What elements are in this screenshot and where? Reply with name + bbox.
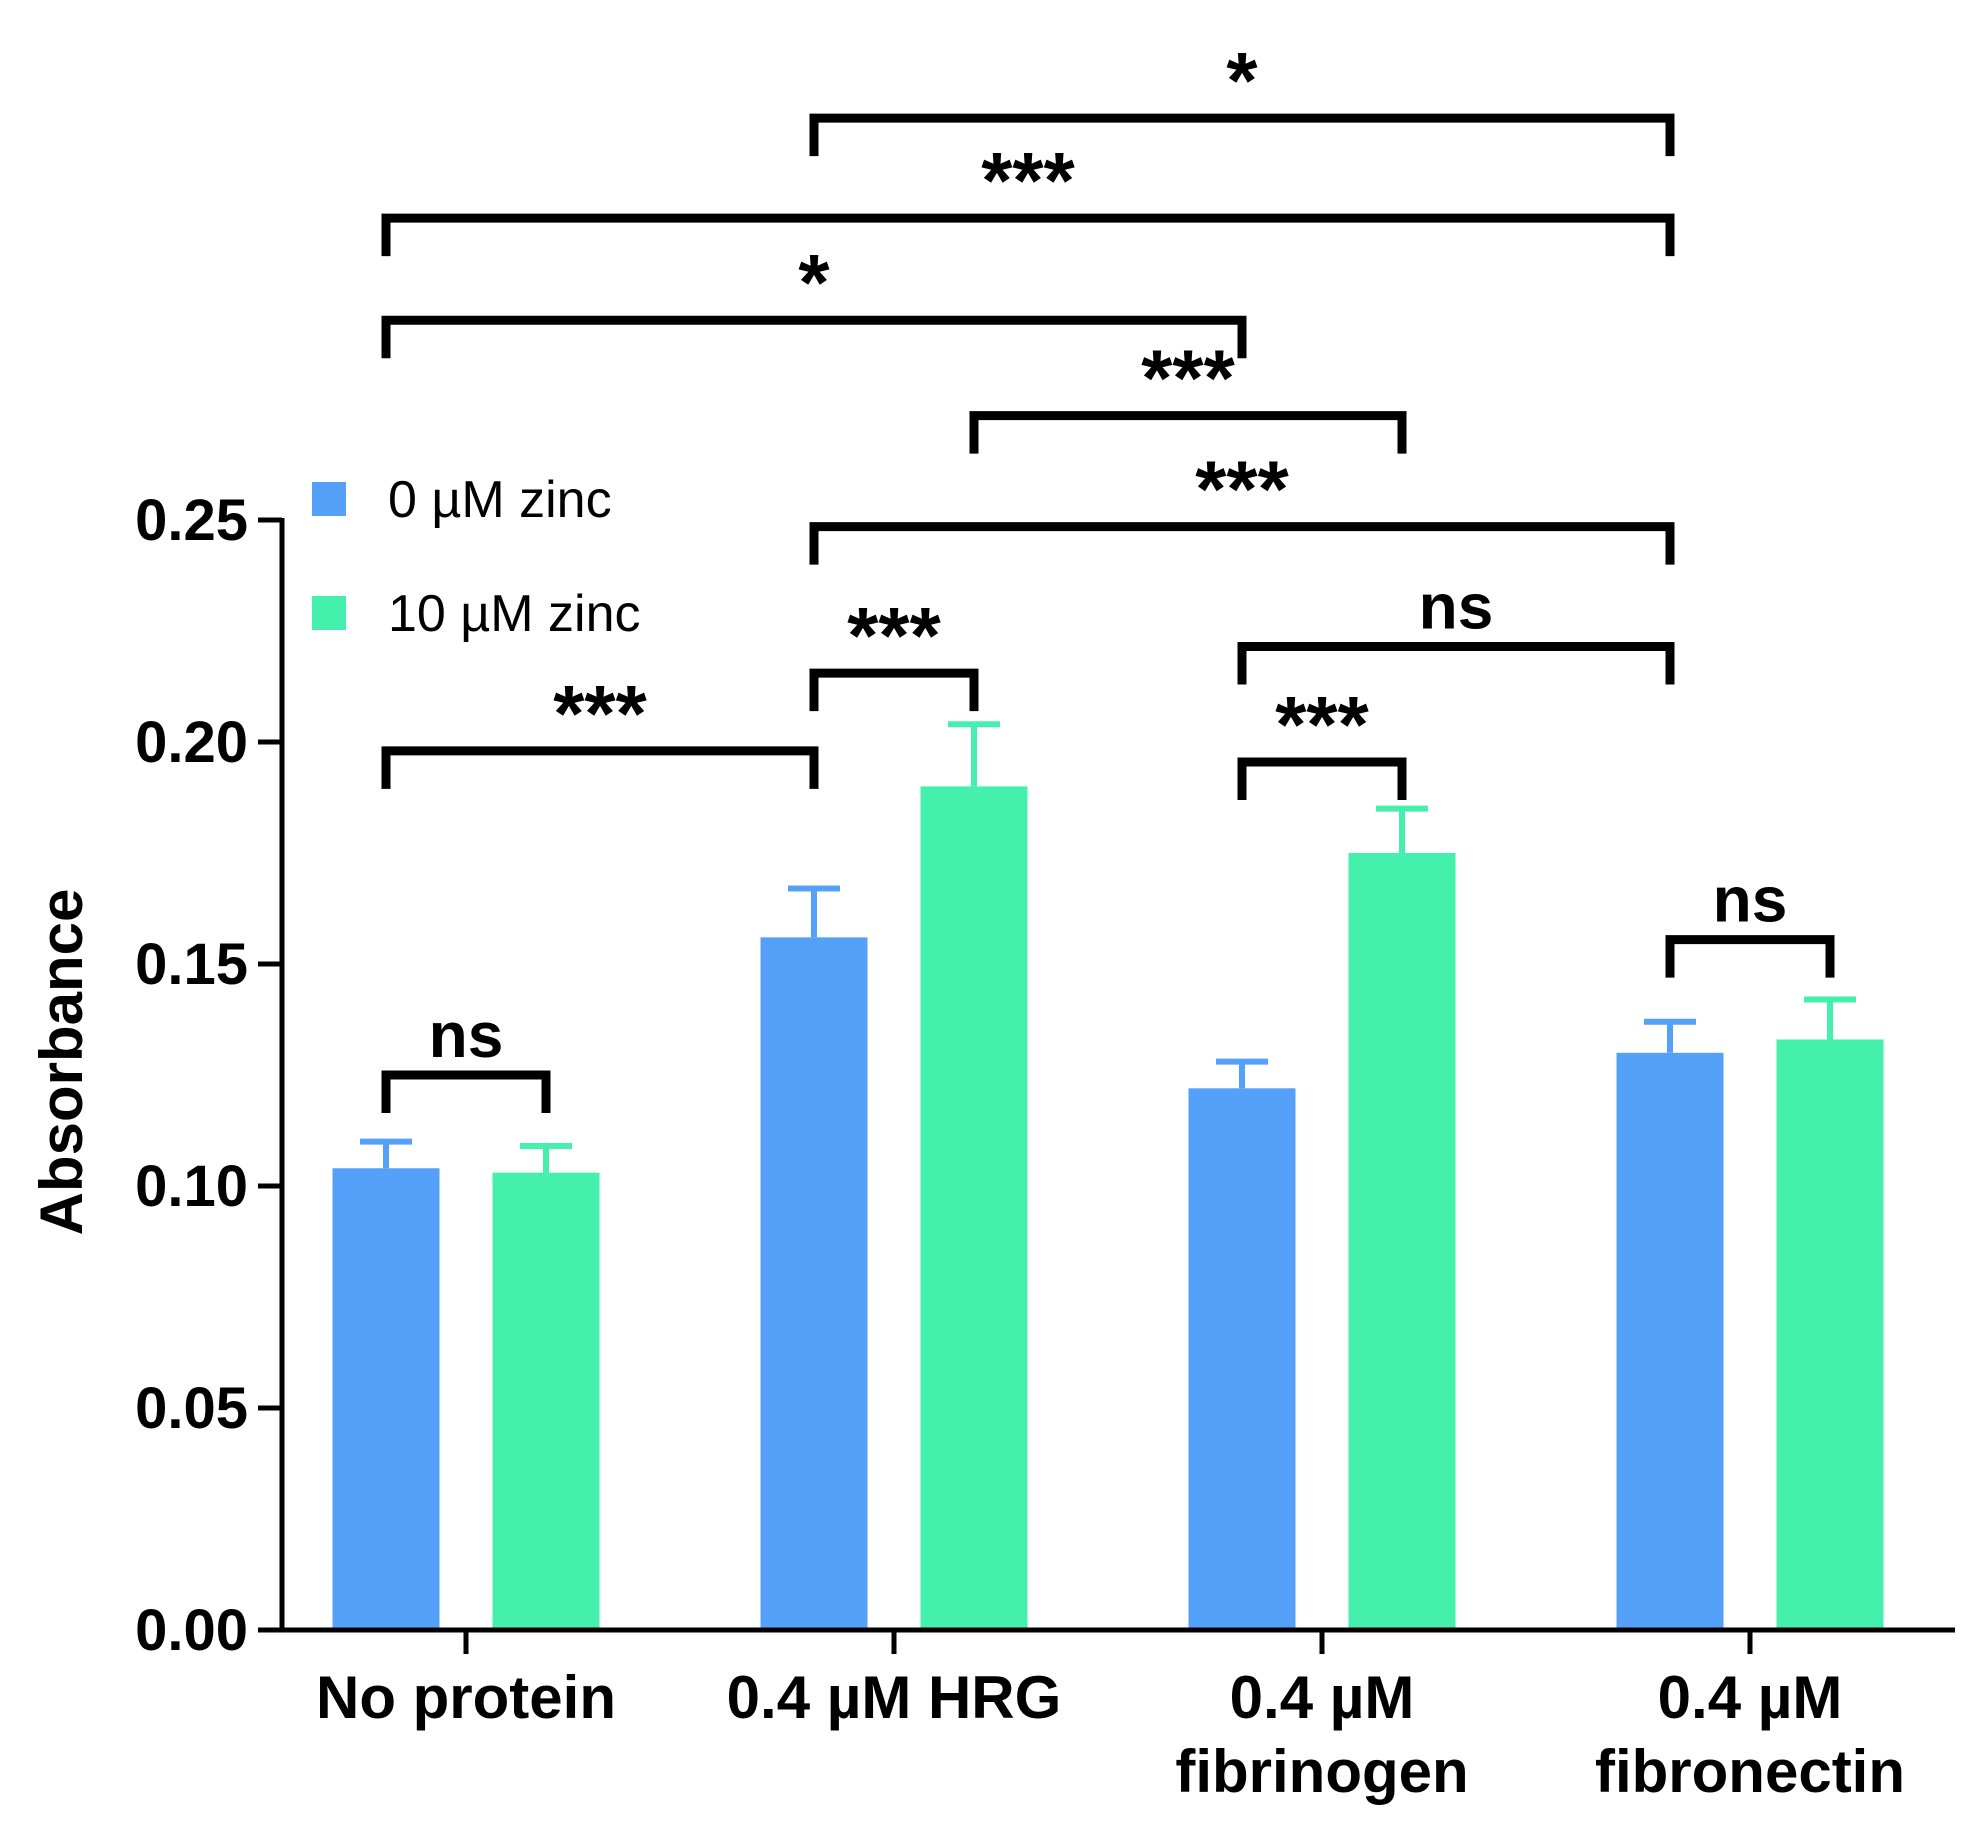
significance-label: *	[1226, 36, 1258, 125]
significance-bracket	[1237, 642, 1675, 685]
significance-bracket	[809, 113, 1675, 157]
x-category-label: fibrinogen	[1175, 1738, 1468, 1805]
significance-label: ***	[847, 591, 941, 680]
significance-bracket	[381, 213, 1675, 257]
legend: 0 µM zinc 10 µM zinc	[312, 471, 640, 643]
significance-bracket	[381, 746, 819, 789]
y-tick-label: 0.05	[135, 1376, 248, 1441]
x-category-label: 0.4 µM	[1230, 1664, 1415, 1731]
y-tick-label: 0.15	[135, 932, 248, 997]
significance-label: ns	[429, 999, 504, 1071]
significance-bracket	[1665, 935, 1835, 978]
error-bars-layer	[360, 721, 1856, 1173]
axes-layer	[279, 518, 1955, 1633]
x-category-label: 0.4 µM	[1658, 1664, 1843, 1731]
legend-swatch	[312, 482, 346, 516]
bar	[760, 937, 868, 1630]
significance-bracket	[809, 522, 1675, 565]
y-tick-label: 0.10	[135, 1154, 248, 1219]
significance-label: ***	[1275, 680, 1369, 769]
significance-bracket	[1237, 757, 1407, 800]
bar	[1616, 1052, 1724, 1630]
significance-label: ***	[1141, 334, 1235, 423]
bar	[492, 1172, 600, 1630]
significance-label: ns	[1713, 864, 1788, 936]
x-category-label: No protein	[316, 1664, 616, 1731]
bars-layer	[332, 786, 1884, 1630]
y-ticks-layer: 0.00 0.05 0.10 0.15 0.20 0.25	[135, 488, 282, 1663]
bar	[920, 786, 1028, 1630]
legend-label: 0 µM zinc	[388, 471, 612, 529]
bar	[1776, 1039, 1884, 1630]
y-tick-label: 0.00	[135, 1598, 248, 1663]
y-axis-title: Absorbance	[28, 889, 95, 1236]
significance-bracket	[381, 1070, 551, 1113]
x-category-label: fibronectin	[1595, 1738, 1905, 1805]
significance-label: ***	[1195, 445, 1289, 534]
y-tick-label: 0.25	[135, 488, 248, 553]
y-tick-label: 0.20	[135, 710, 248, 775]
x-category-label: 0.4 µM HRG	[727, 1664, 1062, 1731]
significance-bracket	[381, 315, 1247, 359]
significance-label: *	[798, 238, 830, 327]
bar	[1188, 1088, 1296, 1630]
significance-bracket	[969, 411, 1407, 454]
significance-label: ns	[1419, 571, 1494, 643]
legend-label: 10 µM zinc	[388, 585, 640, 643]
x-ticks-layer: No protein 0.4 µM HRG 0.4 µM fibrinogen 0.4 …	[316, 1630, 1905, 1805]
significance-bracket	[809, 668, 979, 712]
significance-label: ***	[981, 136, 1075, 225]
legend-swatch	[312, 596, 346, 630]
bar	[1348, 853, 1456, 1630]
bar	[332, 1168, 440, 1630]
significance-label: ***	[553, 669, 647, 758]
